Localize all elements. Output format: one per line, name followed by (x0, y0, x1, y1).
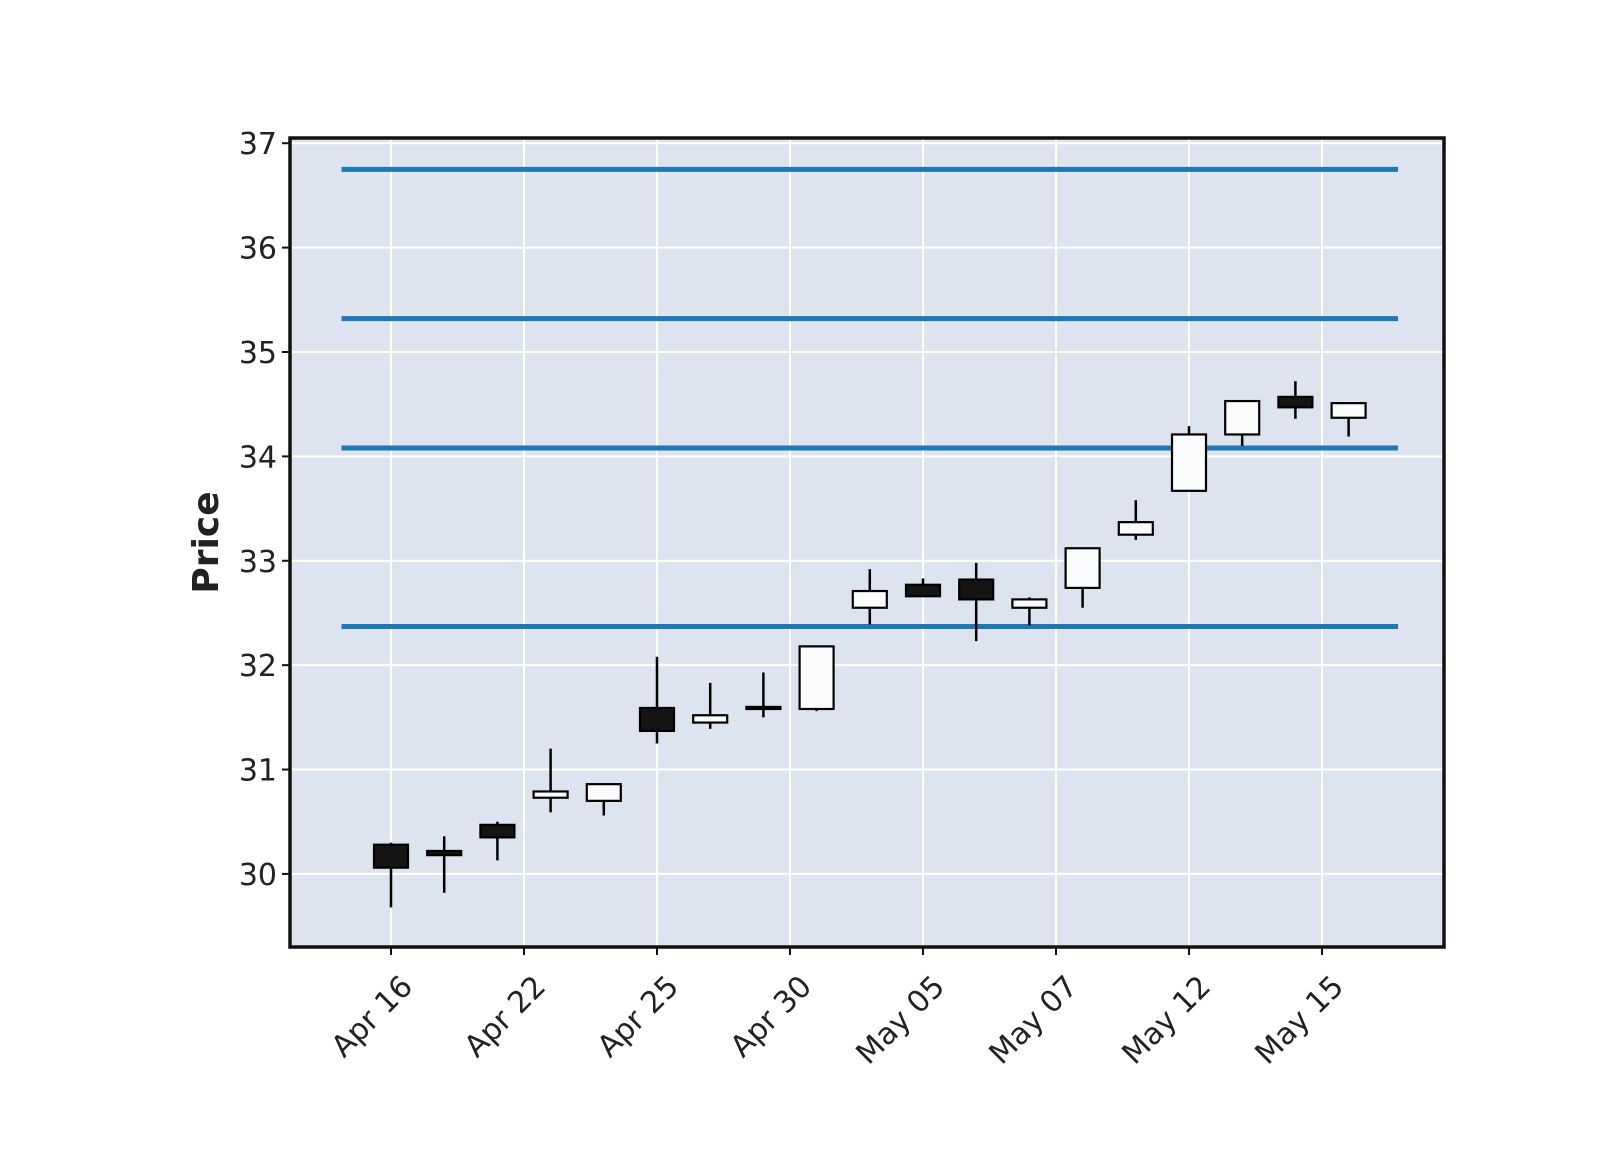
x-tick-label: May 12 (1116, 969, 1218, 1071)
candle (851, 569, 888, 625)
candle-body (1330, 402, 1367, 419)
candle (1224, 399, 1261, 446)
x-tick-label: May 15 (1249, 969, 1351, 1071)
x-tick-label: Apr 30 (724, 969, 819, 1064)
candle-body (532, 790, 569, 799)
candle (372, 842, 410, 908)
candles (372, 381, 1367, 908)
candle (585, 783, 622, 816)
x-axis: Apr 16 Apr 22 Apr 25 Apr 30 May 05 May 07 May … (325, 947, 1351, 1072)
candle (426, 836, 463, 893)
y-tick-label: 36 (239, 232, 277, 267)
x-tick-label: May 05 (850, 969, 952, 1071)
x-tick-label: Apr 25 (591, 969, 686, 1064)
x-tick-label: Apr 16 (325, 969, 420, 1064)
candle-body (1224, 399, 1261, 436)
candle-body (1170, 433, 1208, 492)
candle-body (1277, 395, 1314, 409)
y-tick-label: 35 (239, 336, 277, 371)
candle-body (372, 843, 410, 869)
y-tick-label: 30 (239, 858, 277, 893)
candle-body (904, 583, 942, 598)
candle (1011, 597, 1048, 626)
y-tick-label: 32 (239, 649, 277, 684)
y-tick-label: 37 (239, 127, 277, 162)
candle (638, 656, 676, 744)
candle (904, 578, 942, 598)
y-tick-label: 33 (239, 545, 277, 580)
y-axis: 30 31 32 33 34 35 36 37 (239, 127, 290, 893)
x-tick-label: May 07 (983, 969, 1085, 1071)
candle-body (1064, 547, 1101, 590)
candle-body (745, 705, 782, 711)
candle (745, 672, 782, 718)
candle (1117, 500, 1154, 540)
horizontal-lines (341, 166, 1399, 630)
candle-body (958, 578, 995, 601)
candle-body (1011, 598, 1048, 609)
candle (532, 748, 569, 813)
candle-body (798, 645, 835, 711)
plot-background (290, 138, 1444, 947)
candle (1330, 402, 1367, 437)
x-tick-label: Apr 22 (458, 969, 553, 1064)
candle (1064, 547, 1101, 608)
candle-body (638, 706, 676, 733)
candle-body (585, 783, 622, 802)
candle-body (479, 823, 516, 839)
candle (692, 682, 729, 729)
candle-body (426, 849, 463, 857)
plot-frame (288, 136, 1446, 949)
candle (1170, 426, 1208, 492)
grid-lines (290, 138, 1444, 947)
candle (958, 562, 995, 642)
y-tick-label: 34 (239, 440, 277, 475)
y-tick-label: 31 (239, 754, 277, 789)
candle (479, 821, 516, 861)
candle-body (1117, 521, 1154, 536)
candle (1277, 381, 1314, 419)
y-axis-label: Price (186, 491, 227, 593)
candle-body (851, 589, 888, 609)
candle-body (692, 714, 729, 724)
candle (798, 645, 835, 712)
